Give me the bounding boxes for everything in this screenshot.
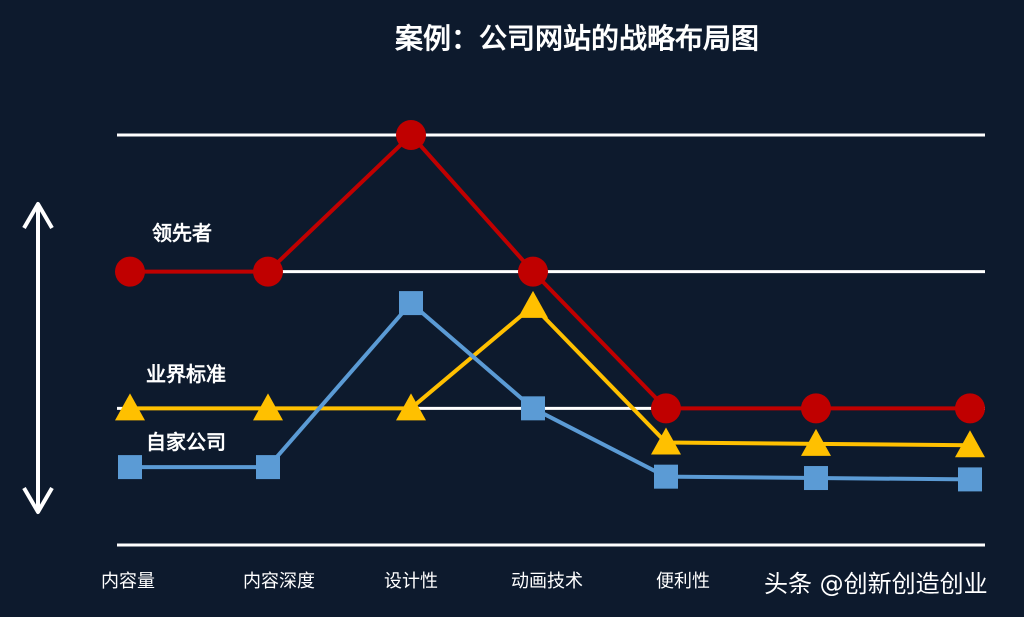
data-point-triangle [518,290,548,318]
data-point-triangle [253,393,283,421]
x-axis-ticks: 内容量 内容深度 设计性 动画技术 便利性 [101,571,710,592]
data-point-triangle [651,427,681,455]
x-tick-label: 设计性 [384,571,438,592]
data-point-triangle [955,430,985,458]
data-point-circle [518,256,548,287]
x-tick-label: 内容量 [101,571,155,592]
data-point-square [256,455,280,480]
data-point-circle [651,393,681,424]
series-own-company [118,291,982,492]
series-leader [115,120,985,424]
data-point-triangle [801,428,831,456]
data-point-triangle [396,393,426,421]
series-label-industry-standard: 业界标准 [146,362,226,386]
series-line-own-company [130,301,971,482]
series-layer [115,120,985,492]
chart-title: 案例：公司网站的战略布局图 [395,22,759,55]
x-tick-label: 便利性 [656,571,710,592]
data-point-circle [955,393,985,424]
data-point-circle [115,256,145,287]
data-point-square [118,455,142,480]
series-label-own-company: 自家公司 [146,430,226,454]
data-point-circle [396,120,426,150]
gridlines [117,133,985,547]
series-label-leader: 领先者 [152,221,212,245]
x-tick-label: 动画技术 [511,571,583,592]
data-point-square [804,466,828,491]
data-point-square [399,291,423,316]
x-tick-label: 内容深度 [243,571,315,592]
series-line-industry-standard [130,303,971,448]
watermark: 头条 @创新创造创业 [764,570,988,598]
vertical-double-arrow [22,202,54,514]
data-point-square [521,396,545,421]
data-point-square [958,467,982,492]
data-point-circle [801,393,831,424]
data-point-triangle [115,393,145,421]
series-industry-standard [115,290,985,458]
data-point-square [654,464,678,489]
data-point-circle [253,256,283,287]
